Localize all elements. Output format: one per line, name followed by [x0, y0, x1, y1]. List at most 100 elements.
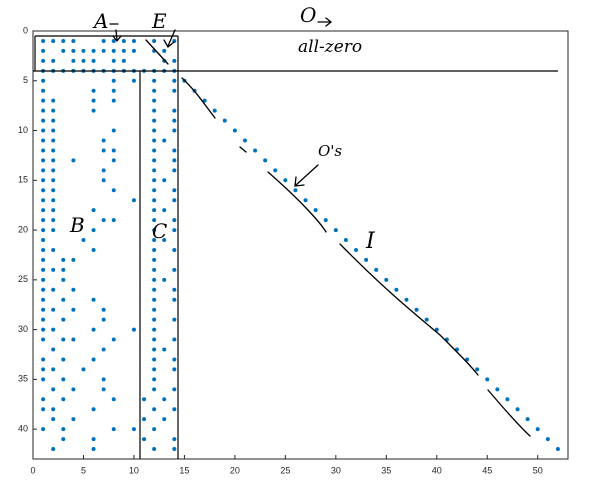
hand-arrow [145, 29, 176, 65]
point [61, 397, 66, 402]
point [152, 198, 157, 203]
annotation: B [69, 213, 85, 237]
point [91, 98, 96, 103]
point [162, 238, 167, 243]
point [71, 387, 76, 392]
point [41, 228, 46, 233]
point [253, 148, 258, 153]
point [152, 267, 157, 272]
point [111, 337, 116, 342]
point [152, 108, 157, 113]
point [41, 407, 46, 412]
x-tick-label: 0 [30, 465, 35, 475]
point [323, 218, 328, 223]
point [101, 38, 106, 43]
point [41, 48, 46, 53]
point [202, 98, 207, 103]
point [41, 208, 46, 213]
point [131, 427, 136, 432]
point [81, 58, 86, 63]
point [61, 357, 66, 362]
annotation: all-zero [298, 37, 362, 57]
annotation: O's [318, 142, 342, 160]
point [172, 317, 177, 322]
point [374, 267, 379, 272]
point [41, 178, 46, 183]
x-tick-label: 25 [280, 465, 290, 475]
point [41, 168, 46, 173]
point [313, 208, 318, 213]
point [525, 417, 530, 422]
y-tick-label: 30 [18, 324, 28, 334]
point [172, 78, 177, 83]
point [162, 208, 167, 213]
point [101, 148, 106, 153]
point [41, 78, 46, 83]
point [41, 138, 46, 143]
point [394, 287, 399, 292]
point [131, 198, 136, 203]
point [91, 327, 96, 332]
point [121, 58, 126, 63]
point [152, 178, 157, 183]
point [354, 247, 359, 252]
point [41, 128, 46, 133]
point [152, 218, 157, 223]
point [131, 38, 136, 43]
point [51, 407, 56, 412]
hand-arrow [294, 164, 319, 187]
point [283, 178, 288, 183]
point [515, 407, 520, 412]
point [555, 447, 560, 452]
point [91, 437, 96, 442]
point [71, 38, 76, 43]
point [91, 228, 96, 233]
point [51, 188, 56, 193]
point [303, 198, 308, 203]
point [91, 357, 96, 362]
ticks: 0 5 10 15 20 25 30 35 40 45 50 0 5 10 15 20 25 30 35 40 [18, 25, 543, 475]
point [71, 417, 76, 422]
x-tick-label: 20 [230, 465, 240, 475]
point [172, 367, 177, 372]
marks [41, 38, 560, 452]
point [152, 407, 157, 412]
point [505, 397, 510, 402]
point [152, 337, 157, 342]
point [152, 78, 157, 83]
point [41, 287, 46, 292]
point [51, 118, 56, 123]
x-tick-label: 45 [482, 465, 492, 475]
point [545, 437, 550, 442]
point [333, 228, 338, 233]
point [152, 307, 157, 312]
point [51, 38, 56, 43]
point [51, 198, 56, 203]
point [71, 257, 76, 262]
point [111, 128, 116, 133]
annotation: I [365, 229, 376, 254]
point [71, 287, 76, 292]
point [91, 297, 96, 302]
point [152, 88, 157, 93]
point [91, 108, 96, 113]
point [101, 387, 106, 392]
point [81, 367, 86, 372]
point [111, 48, 116, 53]
point [101, 48, 106, 53]
point [142, 437, 147, 442]
point [51, 148, 56, 153]
point [41, 158, 46, 163]
point [172, 118, 177, 123]
point [71, 307, 76, 312]
point [41, 367, 46, 372]
point [51, 208, 56, 213]
point [41, 277, 46, 282]
point [41, 317, 46, 322]
point [465, 357, 470, 362]
point [424, 317, 429, 322]
point [51, 267, 56, 272]
point [142, 397, 147, 402]
point [172, 437, 177, 442]
